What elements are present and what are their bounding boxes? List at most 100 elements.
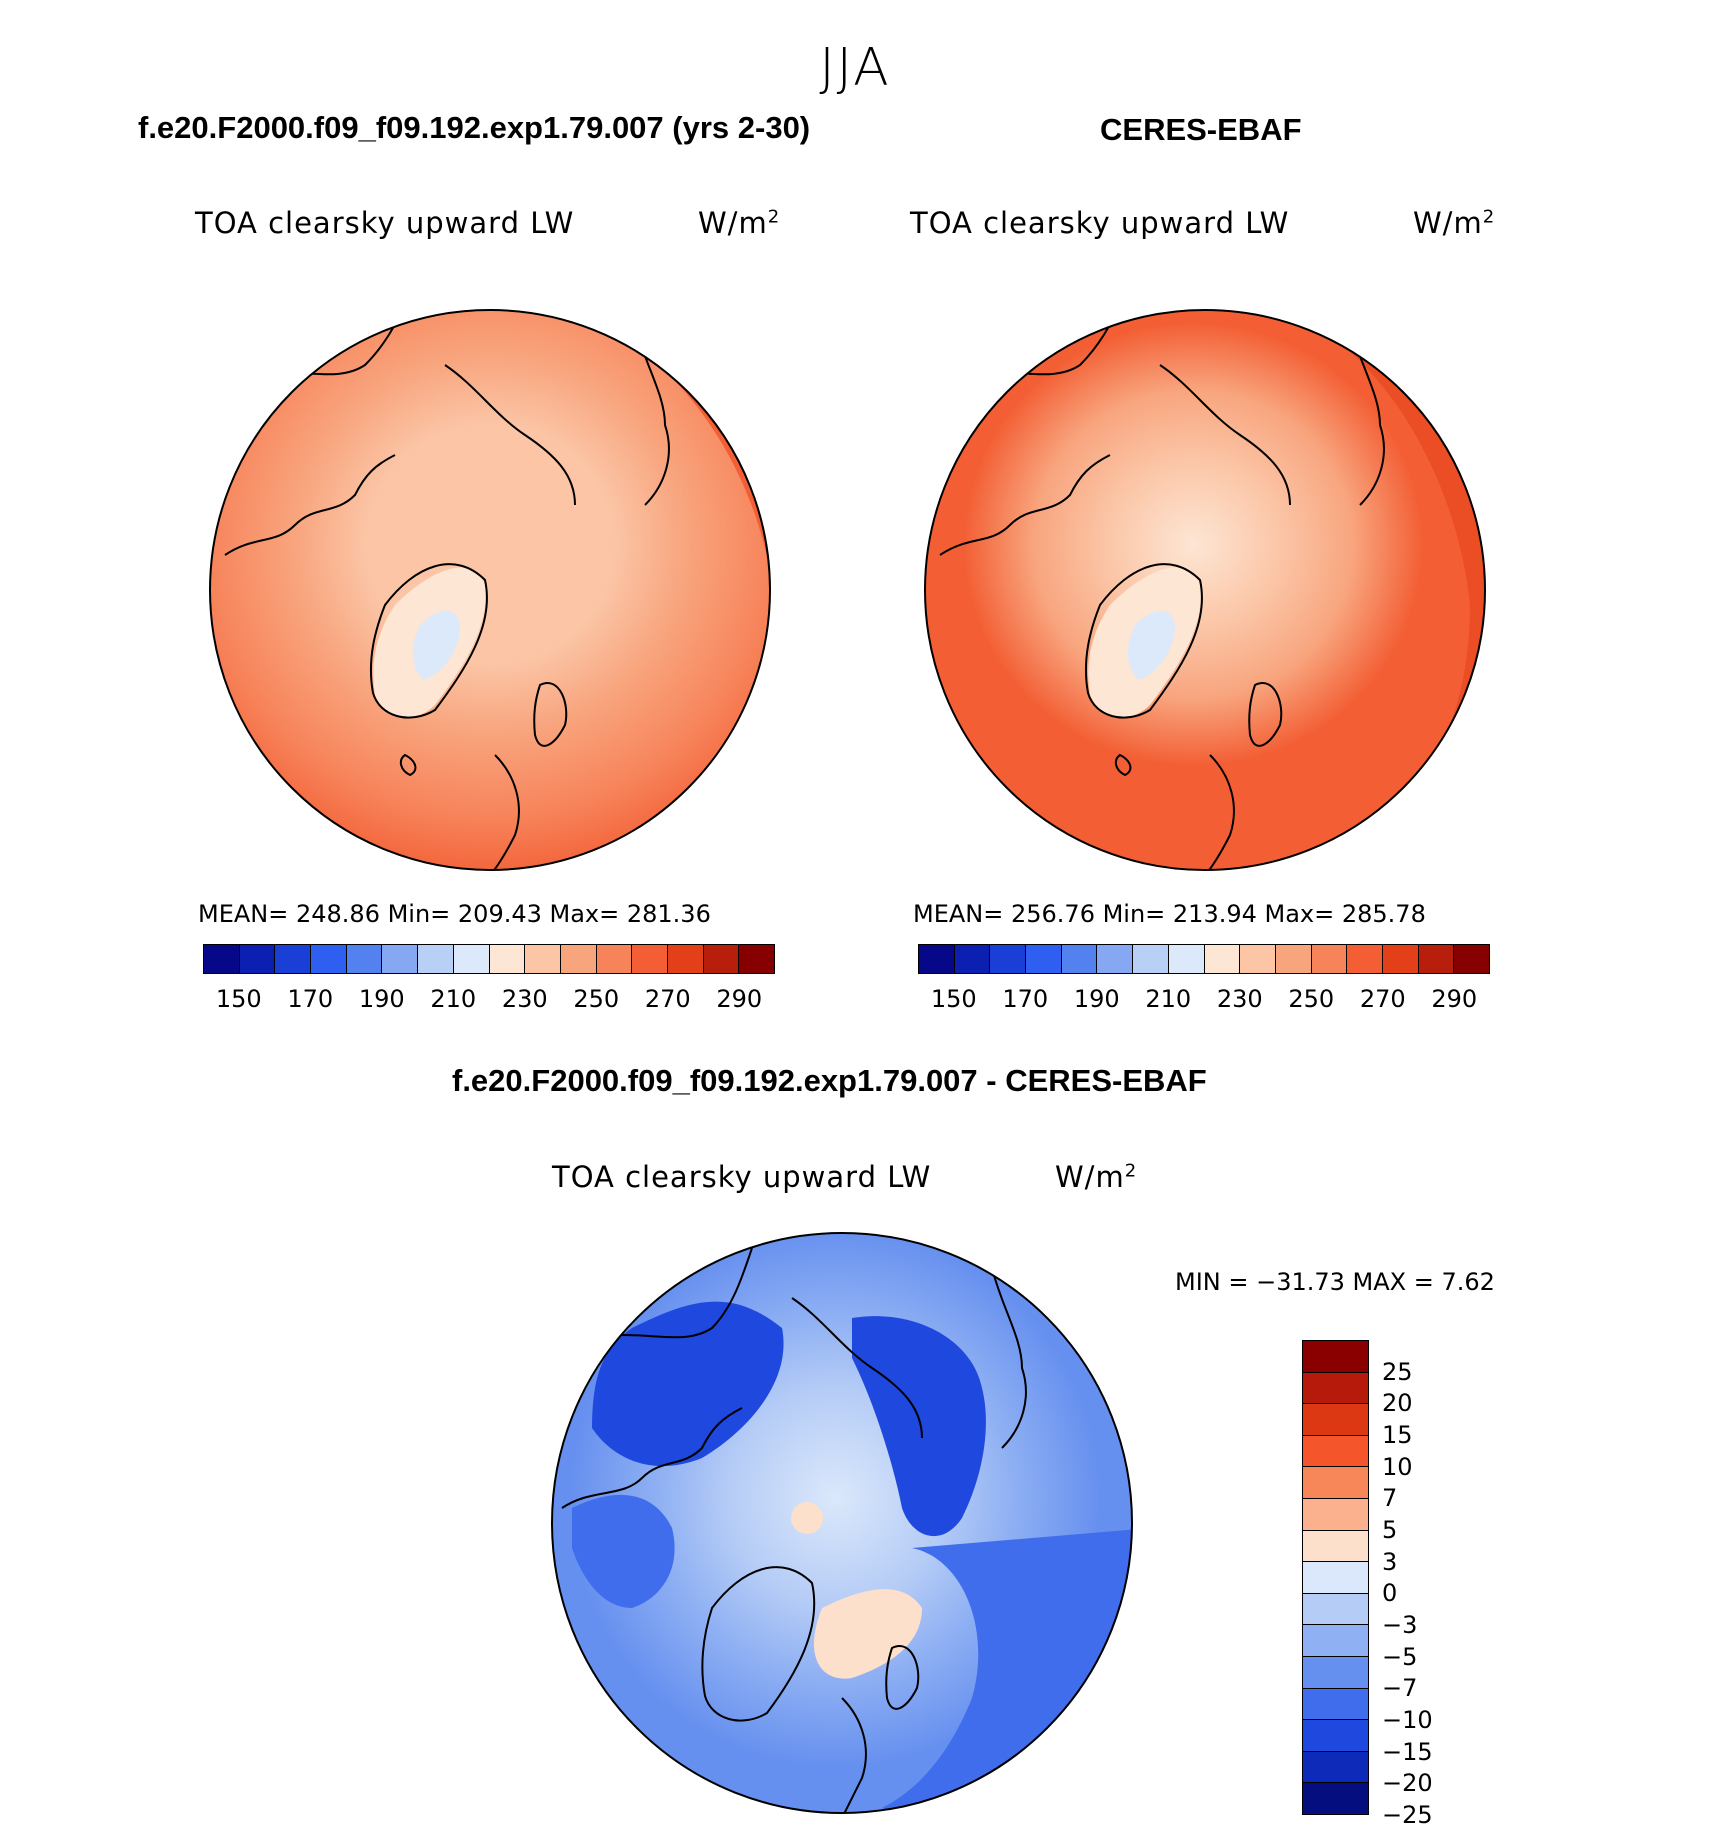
- diff-coastlines: [561, 1247, 1027, 1813]
- diff-colorbar-tick-label: 3: [1382, 1547, 1398, 1576]
- diff-pole-anomaly: [791, 1502, 823, 1534]
- diff-negative-north: [592, 1301, 784, 1467]
- diff-colorbar-tick-label: 15: [1382, 1421, 1413, 1449]
- diff-colorbar-tick-label: 10: [1382, 1452, 1413, 1481]
- obs-units-base: W/m: [1413, 206, 1483, 240]
- model-colorbar-swatch: [489, 945, 526, 973]
- diff-colorbar-swatch: [1303, 1341, 1368, 1373]
- model-panel-title: f.e20.F2000.f09_f09.192.exp1.79.007 (yrs…: [138, 110, 811, 145]
- diff-colorbar-swatch: [1303, 1372, 1368, 1405]
- obs-units-exponent: 2: [1482, 206, 1496, 228]
- obs-colorbar-tick-label: 170: [1002, 985, 1049, 1013]
- obs-colorbar-swatch: [1097, 945, 1134, 973]
- model-colorbar-labels: 150 170 190 210 230 250 270 290: [203, 985, 775, 1015]
- obs-colorbar-swatch: [1133, 945, 1169, 973]
- model-colorbar-swatch: [525, 945, 561, 973]
- diff-colorbar-tick-label: 0: [1382, 1579, 1398, 1608]
- obs-colorbar-swatch: [1347, 945, 1383, 973]
- diff-colorbar-swatch: [1303, 1467, 1368, 1499]
- diff-negative-east: [852, 1316, 986, 1537]
- model-colorbar-tick-label: 250: [573, 985, 620, 1013]
- model-colorbar-swatch: [382, 945, 419, 973]
- diff-colorbar-tick-label: −15: [1382, 1737, 1433, 1766]
- diff-units-base: W/m: [1055, 1160, 1125, 1194]
- diff-colorbar-swatch: [1303, 1404, 1368, 1436]
- obs-stats: MEAN= 256.76 Min= 213.94 Max= 285.78: [913, 900, 1426, 928]
- model-colorbar-tick-label: 230: [501, 985, 548, 1013]
- model-units-base: W/m: [698, 206, 768, 240]
- obs-colorbar-swatch: [990, 945, 1027, 973]
- obs-colorbar-tick-label: 150: [930, 985, 977, 1013]
- obs-greenland-core: [1127, 610, 1175, 680]
- diff-colorbar-swatch: [1303, 1720, 1368, 1752]
- model-polar-map: [209, 309, 771, 871]
- diff-variable-label: TOA clearsky upward LW: [552, 1160, 932, 1194]
- diff-colorbar-swatch: [1303, 1783, 1368, 1814]
- obs-colorbar-swatch: [1204, 945, 1241, 973]
- diff-colorbar-tick-label: 25: [1382, 1357, 1413, 1386]
- model-variable-label: TOA clearsky upward LW: [195, 206, 575, 240]
- diff-colorbar-labels: 25 20 15 10 7 5 3 0 −3 −5 −7 −10 −15 −20 −25: [1382, 1340, 1462, 1829]
- model-colorbar-tick-label: 290: [716, 985, 763, 1013]
- diff-positive-anomaly: [813, 1589, 922, 1679]
- obs-colorbar-tick-label: 270: [1359, 985, 1406, 1013]
- model-colorbar-swatch: [739, 945, 774, 973]
- obs-colorbar-tick-label: 250: [1288, 985, 1335, 1013]
- diff-colorbar: [1302, 1340, 1369, 1815]
- obs-colorbar-tick-label: 290: [1431, 985, 1478, 1013]
- model-colorbar-tick-label: 170: [287, 985, 334, 1013]
- model-colorbar-tick-label: 210: [430, 985, 477, 1013]
- diff-colorbar-swatch: [1303, 1751, 1368, 1784]
- model-colorbar-tick-label: 150: [215, 985, 262, 1013]
- obs-colorbar-swatch: [1168, 945, 1205, 973]
- diff-colorbar-tick-label: −10: [1382, 1706, 1433, 1734]
- model-colorbar-swatch: [239, 945, 276, 973]
- model-colorbar-swatch: [632, 945, 668, 973]
- diff-colorbar-tick-label: −20: [1382, 1769, 1433, 1798]
- model-colorbar-swatch: [346, 945, 383, 973]
- obs-colorbar-tick-label: 210: [1145, 985, 1192, 1013]
- obs-colorbar-swatch: [1454, 945, 1489, 973]
- season-title: JJA: [819, 38, 891, 98]
- diff-colorbar-tick-label: −25: [1382, 1801, 1433, 1829]
- model-units-label: W/m2: [698, 206, 780, 240]
- model-colorbar-swatch: [560, 945, 597, 973]
- model-colorbar-swatch: [453, 945, 490, 973]
- diff-colorbar-tick-label: 20: [1382, 1389, 1413, 1418]
- diff-colorbar-swatch: [1303, 1562, 1368, 1594]
- diff-stats: MIN = −31.73 MAX = 7.62: [1175, 1268, 1495, 1296]
- obs-colorbar-swatch: [919, 945, 955, 973]
- obs-colorbar-tick-label: 230: [1216, 985, 1263, 1013]
- obs-variable-label: TOA clearsky upward LW: [910, 206, 1290, 240]
- obs-colorbar-swatch: [1061, 945, 1098, 973]
- model-colorbar-swatch: [667, 945, 704, 973]
- diff-colorbar-tick-label: 5: [1382, 1516, 1398, 1544]
- model-colorbar-tick-label: 270: [644, 985, 691, 1013]
- diff-colorbar-swatch: [1303, 1656, 1368, 1689]
- obs-units-label: W/m2: [1413, 206, 1495, 240]
- obs-colorbar-swatch: [954, 945, 991, 973]
- obs-colorbar-swatch: [1026, 945, 1062, 973]
- model-units-exponent: 2: [767, 206, 781, 228]
- model-colorbar-swatch: [703, 945, 740, 973]
- model-colorbar: [203, 944, 775, 974]
- diff-colorbar-swatch: [1303, 1688, 1368, 1721]
- model-colorbar-swatch: [275, 945, 312, 973]
- obs-colorbar-swatch: [1240, 945, 1276, 973]
- obs-colorbar: [918, 944, 1490, 974]
- diff-colorbar-swatch: [1303, 1530, 1368, 1563]
- model-greenland-core: [412, 610, 460, 680]
- obs-polar-map: [924, 309, 1486, 871]
- diff-negative-west: [572, 1494, 675, 1608]
- model-colorbar-swatch: [596, 945, 633, 973]
- diff-colorbar-tick-label: −7: [1382, 1674, 1418, 1703]
- obs-colorbar-swatch: [1311, 945, 1348, 973]
- obs-colorbar-labels: 150 170 190 210 230 250 270 290: [918, 985, 1490, 1015]
- diff-colorbar-tick-label: 7: [1382, 1484, 1398, 1513]
- obs-colorbar-tick-label: 190: [1073, 985, 1120, 1013]
- diff-panel-title: f.e20.F2000.f09_f09.192.exp1.79.007 - CE…: [452, 1063, 1207, 1098]
- obs-colorbar-swatch: [1275, 945, 1312, 973]
- obs-colorbar-swatch: [1382, 945, 1419, 973]
- model-colorbar-swatch: [418, 945, 454, 973]
- diff-colorbar-swatch: [1303, 1593, 1368, 1626]
